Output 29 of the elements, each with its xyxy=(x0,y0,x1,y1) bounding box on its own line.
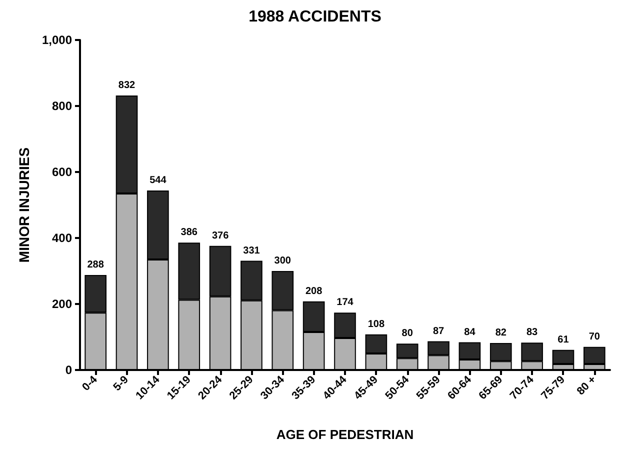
total-label: 376 xyxy=(212,230,230,242)
total-label: 84 xyxy=(464,326,476,338)
x-axis-title: AGE OF PEDESTRIAN xyxy=(276,427,414,442)
y-tick-label: 200 xyxy=(52,297,72,311)
total-label: 70 xyxy=(588,331,600,342)
y-tick-label: 0 xyxy=(65,363,72,377)
total-label: 386 xyxy=(180,227,198,238)
chart-title: 1988 ACCIDENTS xyxy=(248,8,382,26)
total-label: 174 xyxy=(336,297,354,308)
y-tick-label: 1,000 xyxy=(42,33,72,47)
total-label: 61 xyxy=(558,334,570,346)
total-label: 87 xyxy=(432,326,445,337)
total-label: 331 xyxy=(243,245,260,256)
total-label: 108 xyxy=(368,318,385,330)
x-tick-label: 80 + xyxy=(574,374,599,398)
x-tick-label: 5-9 xyxy=(111,374,132,394)
total-label: 288 xyxy=(87,259,104,270)
y-axis-title: MINOR INJURIES xyxy=(16,147,32,263)
y-tick-label: 800 xyxy=(52,99,72,113)
total-label: 208 xyxy=(305,286,323,297)
total-label: 544 xyxy=(150,174,167,186)
total-label: 832 xyxy=(118,80,136,91)
x-tick-label: 0-4 xyxy=(80,373,100,394)
total-label: 80 xyxy=(402,328,414,340)
total-label: 300 xyxy=(274,256,292,266)
y-tick-label: 600 xyxy=(52,165,72,179)
y-tick-label: 400 xyxy=(52,231,72,245)
total-label: 83 xyxy=(526,327,538,338)
total-label: 82 xyxy=(495,327,507,338)
